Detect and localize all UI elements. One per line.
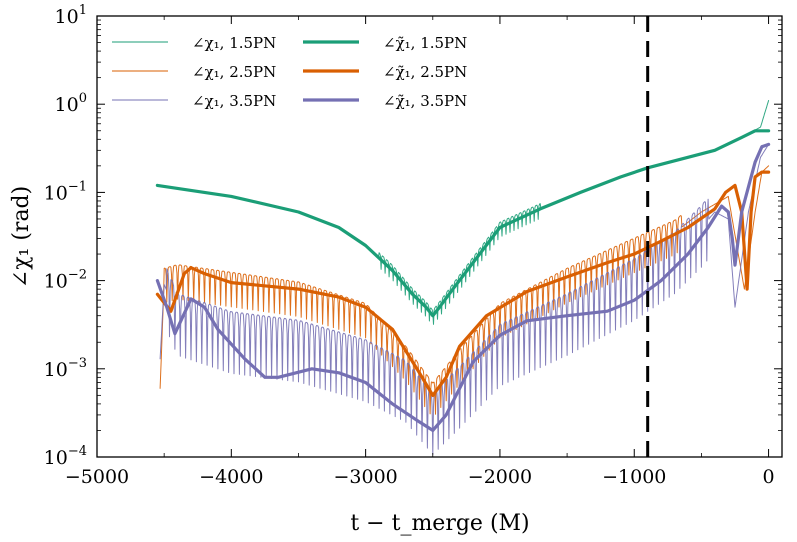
series-line-4 bbox=[155, 129, 771, 318]
legend-label: ∠χ₁, 3.5PN bbox=[192, 92, 276, 110]
x-tick-label: 0 bbox=[763, 466, 775, 488]
x-tick-label: −2000 bbox=[468, 466, 532, 488]
series-line-6 bbox=[155, 142, 771, 432]
y-tick-label: 10−2 bbox=[44, 268, 87, 293]
x-tick-label: −5000 bbox=[65, 466, 129, 488]
legend-label: ∠χ₁, 2.5PN bbox=[192, 63, 276, 81]
x-axis-title: t − t_merge (M) bbox=[350, 511, 529, 536]
legend-label: ∠χ̃₁, 1.5PN bbox=[383, 34, 467, 52]
plot-frame bbox=[96, 15, 783, 458]
series-line-5 bbox=[155, 170, 771, 397]
x-tick-label: −4000 bbox=[199, 466, 263, 488]
series-line-2 bbox=[159, 165, 770, 415]
x-tick-label: −3000 bbox=[333, 466, 397, 488]
y-tick-label: 10−4 bbox=[44, 444, 87, 469]
y-tick-label: 10−3 bbox=[44, 356, 87, 381]
series-line-3 bbox=[159, 143, 770, 456]
legend: ∠χ₁, 1.5PN ∠χ₁, 2.5PN ∠χ₁, 3.5PN ∠χ̃₁, 1.5P… bbox=[112, 34, 467, 110]
y-tick-label: 10−1 bbox=[44, 179, 87, 204]
x-tick-label: −1000 bbox=[602, 466, 666, 488]
series-line-1 bbox=[156, 100, 770, 325]
legend-label: ∠χ̃₁, 2.5PN bbox=[383, 63, 467, 81]
ticks-layer: −5000 −4000 −3000 −2000 −1000 0 10−4 10−3 10−2 10… bbox=[44, 3, 782, 488]
y-axis-title: ∠χ₁ (rad) bbox=[9, 186, 34, 288]
y-tick-label: 100 bbox=[55, 91, 87, 116]
series-layer bbox=[155, 100, 771, 456]
legend-label: ∠χ̃₁, 3.5PN bbox=[383, 92, 467, 110]
y-tick-label: 101 bbox=[55, 3, 87, 28]
legend-label: ∠χ₁, 1.5PN bbox=[192, 34, 276, 52]
